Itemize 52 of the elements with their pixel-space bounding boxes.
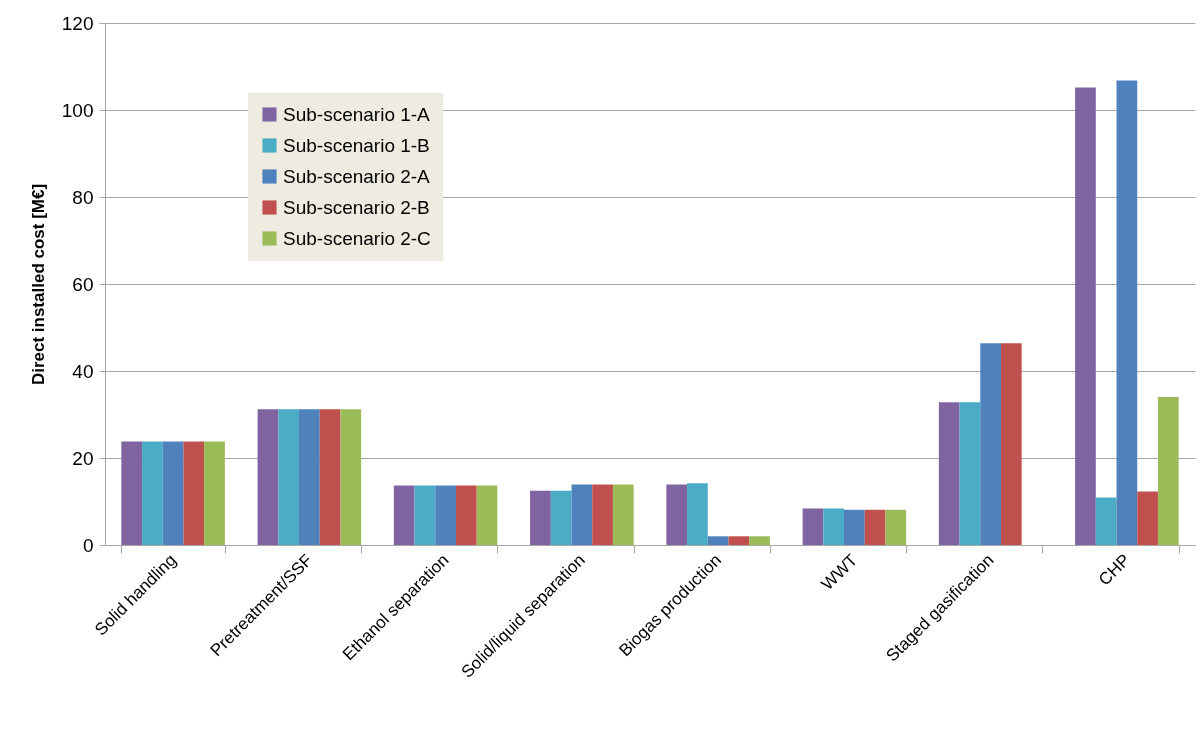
bar bbox=[278, 409, 300, 545]
bar bbox=[435, 485, 456, 545]
bar bbox=[823, 508, 845, 545]
bar bbox=[476, 485, 498, 545]
bar bbox=[571, 484, 593, 545]
bar bbox=[257, 409, 279, 545]
bar bbox=[1157, 397, 1179, 545]
bar bbox=[1075, 87, 1096, 545]
bar bbox=[707, 536, 729, 545]
bar bbox=[455, 485, 477, 545]
bar bbox=[319, 409, 341, 545]
bar bbox=[1000, 343, 1022, 545]
legend-label: Sub-scenario 2-B bbox=[283, 196, 430, 218]
legend-label: Sub-scenario 1-A bbox=[283, 103, 431, 125]
bar bbox=[1137, 491, 1158, 545]
bar bbox=[959, 402, 981, 545]
bar bbox=[885, 509, 907, 545]
bar bbox=[864, 509, 886, 545]
bar bbox=[802, 508, 824, 545]
y-axis-title: Direct installed cost [M€] bbox=[28, 183, 48, 386]
bar bbox=[142, 441, 163, 545]
bar bbox=[1095, 497, 1117, 545]
y-tick-label: 0 bbox=[82, 534, 94, 556]
y-tick-label: 120 bbox=[61, 12, 94, 34]
y-tick-label: 40 bbox=[72, 360, 94, 382]
y-tick-label: 80 bbox=[72, 186, 94, 208]
legend-label: Sub-scenario 1-B bbox=[283, 134, 430, 156]
bar bbox=[749, 536, 770, 545]
bar bbox=[204, 441, 225, 545]
y-tick-label: 20 bbox=[72, 447, 94, 469]
legend-label: Sub-scenario 2-C bbox=[283, 227, 431, 249]
bar bbox=[687, 483, 708, 545]
bar bbox=[393, 485, 415, 545]
bar bbox=[612, 484, 634, 545]
bar bbox=[980, 343, 1001, 545]
bar bbox=[530, 490, 551, 545]
legend-label: Sub-scenario 2-A bbox=[283, 165, 431, 187]
bar bbox=[844, 509, 865, 545]
y-tick-label: 100 bbox=[61, 99, 94, 121]
y-tick-label: 60 bbox=[72, 273, 94, 295]
bar bbox=[550, 490, 572, 545]
bar bbox=[299, 409, 320, 545]
bar bbox=[162, 441, 184, 545]
bar bbox=[414, 485, 436, 545]
bar bbox=[183, 441, 205, 545]
bar bbox=[340, 409, 362, 545]
bar bbox=[121, 441, 143, 545]
bar bbox=[1116, 80, 1138, 545]
bar bbox=[728, 536, 750, 545]
bar bbox=[938, 402, 960, 545]
bar bbox=[592, 484, 613, 545]
bar bbox=[666, 484, 688, 545]
